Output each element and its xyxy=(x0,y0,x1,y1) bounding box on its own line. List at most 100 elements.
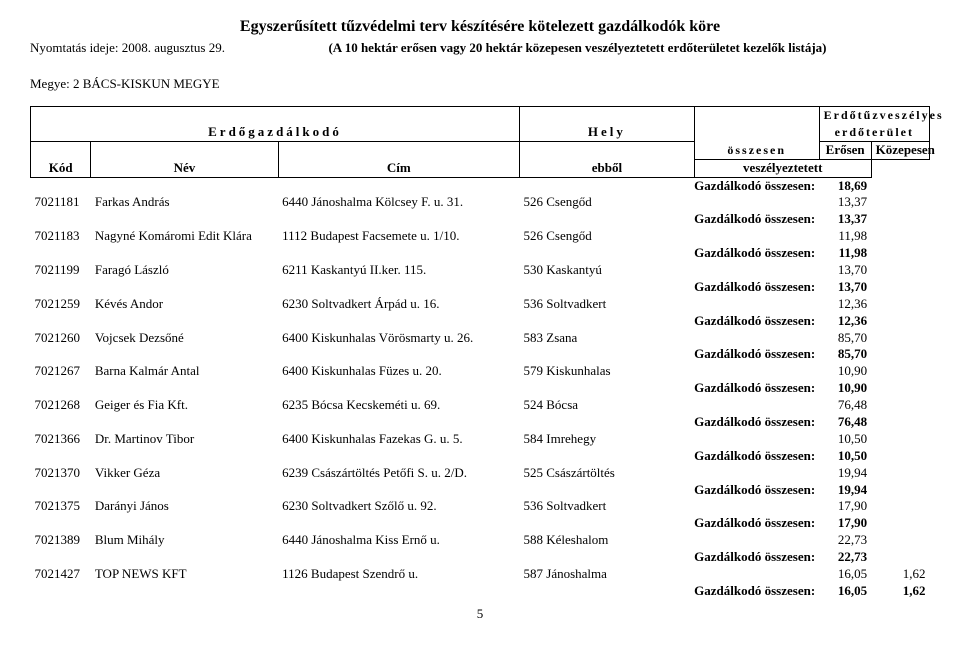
hdr-kod: Kód xyxy=(31,141,91,177)
cell-kozepesen xyxy=(871,532,929,549)
table-row: Gazdálkodó összesen:11,98 xyxy=(31,245,930,262)
hdr-veszelyez: veszélyeztetett xyxy=(694,159,871,177)
cell-hely: 526 Csengőd xyxy=(520,194,695,211)
cell-nev: Darányi János xyxy=(91,498,278,515)
listing-table: Erdőgazdálkodó Hely összesen Erdőtűzvesz… xyxy=(30,106,930,600)
cell-erosen: 85,70 xyxy=(819,330,871,347)
hdr-osszesen: összesen xyxy=(727,143,786,157)
hdr-hely: Hely xyxy=(588,124,626,139)
sum-label: Gazdálkodó összesen: xyxy=(31,245,820,262)
cell-ebbol xyxy=(694,498,819,515)
print-date: Nyomtatás ideje: 2008. augusztus 29. xyxy=(30,40,225,56)
cell-nev: Farkas András xyxy=(91,194,278,211)
cell-kozepesen xyxy=(871,397,929,414)
cell-erosen: 11,98 xyxy=(819,228,871,245)
cell-ebbol xyxy=(694,397,819,414)
cell-ebbol xyxy=(694,431,819,448)
cell-kozepesen xyxy=(871,330,929,347)
cell-kozepesen xyxy=(871,363,929,380)
sum-erosen: 10,50 xyxy=(819,448,871,465)
sum-erosen: 16,05 xyxy=(819,583,871,600)
sum-kozepesen xyxy=(871,380,929,397)
cell-kod: 7021366 xyxy=(31,431,91,448)
sum-kozepesen: 1,62 xyxy=(871,583,929,600)
table-row: 7021427TOP NEWS KFT1126 Budapest Szendrő… xyxy=(31,566,930,583)
cell-erosen: 76,48 xyxy=(819,397,871,414)
hdr-erdoterulet: erdőterület xyxy=(835,125,914,139)
cell-nev: Kévés Andor xyxy=(91,296,278,313)
hdr-erosen: Erősen xyxy=(819,141,871,159)
cell-ebbol xyxy=(694,566,819,583)
cell-hely: 536 Soltvadkert xyxy=(520,498,695,515)
table-row: 7021260Vojcsek Dezsőné6400 Kiskunhalas V… xyxy=(31,330,930,347)
sum-kozepesen xyxy=(871,549,929,566)
sum-label: Gazdálkodó összesen: xyxy=(31,515,820,532)
cell-cim: 6440 Jánoshalma Kiss Ernő u. xyxy=(278,532,519,549)
hdr-kozepesen: Közepesen xyxy=(871,141,929,159)
sum-kozepesen xyxy=(871,245,929,262)
cell-cim: 1126 Budapest Szendrő u. xyxy=(278,566,519,583)
sum-kozepesen xyxy=(871,482,929,499)
cell-erosen: 22,73 xyxy=(819,532,871,549)
cell-erosen: 13,37 xyxy=(819,194,871,211)
sum-label: Gazdálkodó összesen: xyxy=(31,211,820,228)
cell-kod: 7021181 xyxy=(31,194,91,211)
cell-kozepesen xyxy=(871,296,929,313)
cell-nev: Blum Mihály xyxy=(91,532,278,549)
cell-ebbol xyxy=(694,194,819,211)
cell-cim: 6400 Kiskunhalas Vörösmarty u. 26. xyxy=(278,330,519,347)
sum-erosen: 85,70 xyxy=(819,346,871,363)
cell-erosen: 13,70 xyxy=(819,262,871,279)
hdr-ebbol: ebből xyxy=(520,141,695,177)
cell-erosen: 19,94 xyxy=(819,465,871,482)
sum-kozepesen xyxy=(871,211,929,228)
cell-ebbol xyxy=(694,465,819,482)
table-row: 7021268Geiger és Fia Kft.6235 Bócsa Kecs… xyxy=(31,397,930,414)
table-row: Gazdálkodó összesen:19,94 xyxy=(31,482,930,499)
sum-label: Gazdálkodó összesen: xyxy=(31,380,820,397)
sum-label: Gazdálkodó összesen: xyxy=(31,482,820,499)
cell-kod: 7021375 xyxy=(31,498,91,515)
cell-kozepesen xyxy=(871,465,929,482)
cell-kod: 7021389 xyxy=(31,532,91,549)
sum-erosen: 22,73 xyxy=(819,549,871,566)
cell-ebbol xyxy=(694,532,819,549)
cell-nev: Barna Kalmár Antal xyxy=(91,363,278,380)
sum-label: Gazdálkodó összesen: xyxy=(31,583,820,600)
sum-kozepesen xyxy=(871,414,929,431)
table-row: Gazdálkodó összesen:22,73 xyxy=(31,549,930,566)
cell-kozepesen xyxy=(871,498,929,515)
cell-nev: Dr. Martinov Tibor xyxy=(91,431,278,448)
sum-erosen: 10,90 xyxy=(819,380,871,397)
cell-nev: Faragó László xyxy=(91,262,278,279)
cell-hely: 525 Császártöltés xyxy=(520,465,695,482)
table-row: Gazdálkodó összesen:16,051,62 xyxy=(31,583,930,600)
cell-cim: 6211 Kaskantyú II.ker. 115. xyxy=(278,262,519,279)
sum-label: Gazdálkodó összesen: xyxy=(31,448,820,465)
cell-hely: 584 Imrehegy xyxy=(520,431,695,448)
cell-kod: 7021268 xyxy=(31,397,91,414)
sum-erosen: 18,69 xyxy=(819,177,871,194)
sum-kozepesen xyxy=(871,313,929,330)
cell-hely: 588 Kéleshalom xyxy=(520,532,695,549)
subtitle: (A 10 hektár erősen vagy 20 hektár közep… xyxy=(225,40,930,56)
cell-hely: 530 Kaskantyú xyxy=(520,262,695,279)
cell-erosen: 12,36 xyxy=(819,296,871,313)
cell-erosen: 10,50 xyxy=(819,431,871,448)
cell-nev: Nagyné Komáromi Edit Klára xyxy=(91,228,278,245)
table-row: Gazdálkodó összesen:13,37 xyxy=(31,211,930,228)
sum-erosen: 17,90 xyxy=(819,515,871,532)
cell-erosen: 17,90 xyxy=(819,498,871,515)
table-row: 7021370Vikker Géza6239 Császártöltés Pet… xyxy=(31,465,930,482)
cell-kozepesen xyxy=(871,228,929,245)
sum-label: Gazdálkodó összesen: xyxy=(31,313,820,330)
cell-kozepesen xyxy=(871,431,929,448)
cell-cim: 6400 Kiskunhalas Fazekas G. u. 5. xyxy=(278,431,519,448)
sum-kozepesen xyxy=(871,448,929,465)
table-body: Gazdálkodó összesen:18,697021181Farkas A… xyxy=(31,177,930,600)
table-row: Gazdálkodó összesen:18,69 xyxy=(31,177,930,194)
cell-erosen: 16,05 xyxy=(819,566,871,583)
cell-ebbol xyxy=(694,363,819,380)
sum-erosen: 11,98 xyxy=(819,245,871,262)
sum-label: Gazdálkodó összesen: xyxy=(31,346,820,363)
